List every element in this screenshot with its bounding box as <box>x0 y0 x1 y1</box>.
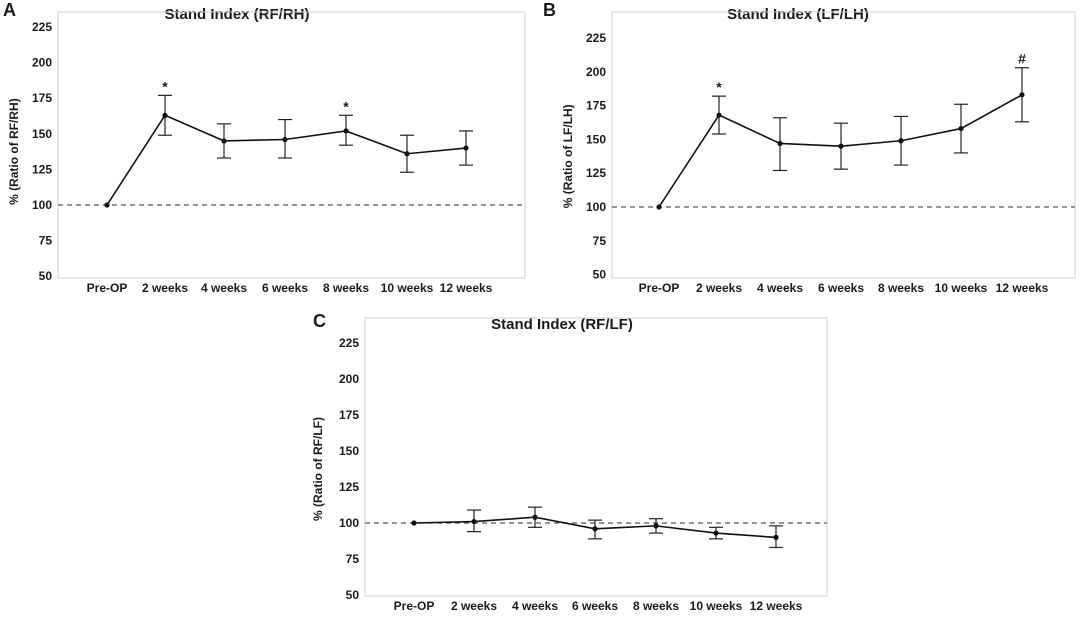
x-tick-label: 4 weeks <box>757 281 803 295</box>
x-tick-label: Pre-OP <box>87 281 128 295</box>
x-tick-label: 6 weeks <box>262 281 308 295</box>
y-tick-label: 150 <box>586 132 606 146</box>
x-tick-label: Pre-OP <box>394 599 435 613</box>
x-tick-label: Pre-OP <box>639 281 680 295</box>
chart-title: Stand Index (LF/LH) <box>727 6 869 23</box>
data-point <box>898 138 904 144</box>
x-tick-label: 4 weeks <box>201 281 247 295</box>
x-tick-label: 2 weeks <box>451 599 497 613</box>
x-tick-label: 10 weeks <box>690 599 743 613</box>
y-tick-label: 50 <box>346 588 360 602</box>
y-tick-label: 125 <box>586 166 606 180</box>
chart-panel-c: C Stand Index (RF/LF) % (Ratio of RF/LF) 50… <box>311 311 828 613</box>
significance-marker: # <box>1018 51 1026 67</box>
chart-title: Stand Index (RF/RH) <box>165 6 310 23</box>
x-tick-label: 8 weeks <box>323 281 369 295</box>
plot-frame <box>611 11 1076 279</box>
y-tick-label: 100 <box>339 516 359 530</box>
y-tick-label: 125 <box>339 480 359 494</box>
data-point <box>463 145 469 151</box>
x-tick-label: 10 weeks <box>381 281 434 295</box>
data-point <box>713 530 719 536</box>
y-tick-label: 200 <box>586 65 606 79</box>
y-tick-label: 125 <box>32 162 52 176</box>
y-tick-label: 100 <box>32 198 52 212</box>
y-tick-label: 150 <box>32 127 52 141</box>
y-tick-label: 175 <box>586 99 606 113</box>
data-point <box>411 520 417 526</box>
data-point <box>532 514 538 520</box>
data-point <box>471 518 477 525</box>
data-point <box>838 143 844 149</box>
data-point <box>104 202 110 208</box>
data-point <box>404 151 410 157</box>
y-tick-label: 75 <box>593 234 607 248</box>
y-tick-label: 225 <box>339 336 359 350</box>
x-tick-label: 12 weeks <box>440 281 493 295</box>
data-point <box>653 523 659 529</box>
significance-marker: * <box>162 78 168 94</box>
x-tick-label: 10 weeks <box>935 281 988 295</box>
y-axis-label: % (Ratio of RF/LF) <box>311 417 325 521</box>
x-tick-label: 2 weeks <box>142 281 188 295</box>
x-tick-label: 6 weeks <box>818 281 864 295</box>
y-axis-label: % (Ratio of RF/RH) <box>7 98 21 205</box>
y-tick-label: 75 <box>39 234 53 248</box>
significance-marker: * <box>716 79 722 95</box>
panel-letter: C <box>313 311 326 331</box>
data-point <box>773 534 779 541</box>
x-tick-label: 8 weeks <box>633 599 679 613</box>
y-tick-label: 50 <box>39 269 53 283</box>
data-point <box>716 112 722 118</box>
data-point <box>958 125 964 132</box>
y-tick-label: 75 <box>346 552 360 566</box>
data-point <box>777 140 783 147</box>
y-tick-label: 225 <box>32 20 52 34</box>
chart-title: Stand Index (RF/LF) <box>491 316 633 333</box>
plot-frame <box>364 317 828 597</box>
x-tick-label: 12 weeks <box>996 281 1049 295</box>
x-tick-label: 8 weeks <box>878 281 924 295</box>
data-point <box>592 526 598 532</box>
y-axis-label: % (Ratio of LF/LH) <box>561 104 575 208</box>
x-tick-label: 6 weeks <box>572 599 618 613</box>
y-tick-label: 100 <box>586 200 606 214</box>
y-tick-label: 175 <box>339 408 359 422</box>
x-tick-label: 4 weeks <box>512 599 558 613</box>
data-point <box>162 112 168 118</box>
chart-panel-a: A Stand Index (RF/RH) % (Ratio of RF/RH) 50… <box>3 0 526 295</box>
data-point <box>343 128 349 134</box>
series-line <box>106 114 467 206</box>
data-point <box>656 204 662 210</box>
data-point <box>221 138 227 144</box>
data-point <box>1019 92 1025 98</box>
y-tick-label: 50 <box>593 268 607 282</box>
y-tick-label: 200 <box>32 56 52 70</box>
x-tick-label: 2 weeks <box>696 281 742 295</box>
x-tick-label: 12 weeks <box>750 599 803 613</box>
data-point <box>282 136 288 143</box>
y-tick-label: 225 <box>586 31 606 45</box>
y-tick-label: 150 <box>339 444 359 458</box>
significance-marker: * <box>343 98 349 114</box>
panel-letter: B <box>543 0 556 20</box>
plot-frame <box>57 11 526 279</box>
chart-panel-b: B Stand Index (LF/LH) % (Ratio of LF/LH) 50… <box>543 0 1076 295</box>
y-tick-label: 175 <box>32 91 52 105</box>
y-tick-label: 200 <box>339 372 359 386</box>
panel-letter: A <box>3 0 16 20</box>
